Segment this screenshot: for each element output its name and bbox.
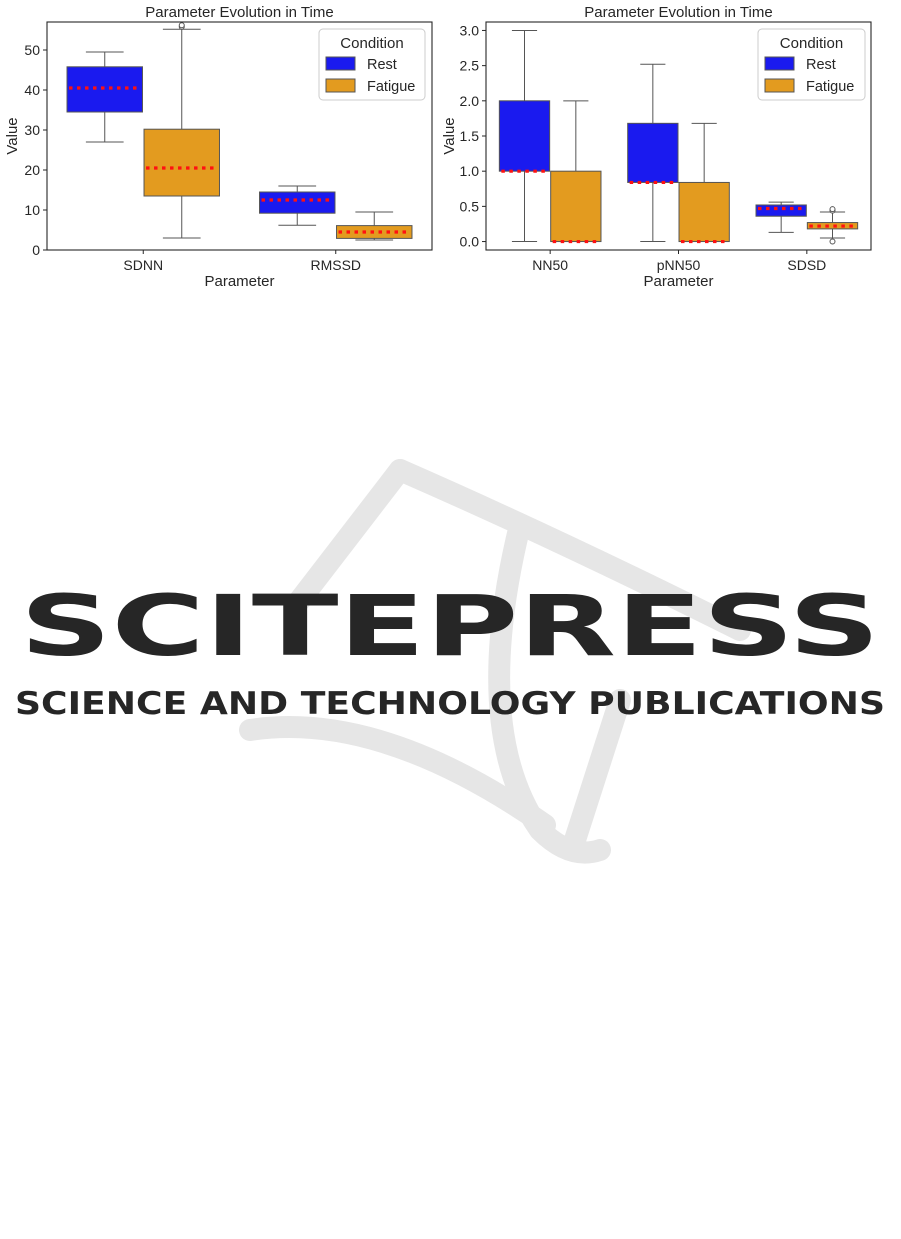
x-tick-label: SDSD <box>787 257 826 273</box>
legend-label-fatigue: Fatigue <box>367 79 415 95</box>
y-tick-label: 10 <box>24 202 40 218</box>
chart-title: Parameter Evolution in Time <box>145 4 333 21</box>
y-tick-label: 20 <box>24 162 40 178</box>
book-outline-icon <box>239 459 751 864</box>
x-tick-label: SDNN <box>123 257 163 273</box>
y-tick-label: 1.0 <box>460 163 480 179</box>
box-fatigue-nn50 <box>550 100 602 244</box>
x-axis-label: Parameter <box>643 273 713 290</box>
box-fatigue-sdsd <box>806 206 859 245</box>
y-tick-label: 0.5 <box>460 198 480 214</box>
y-tick-label: 50 <box>24 42 40 58</box>
publisher-watermark: SCITEPRESS SCIENCE AND TECHNOLOGY PUBLIC… <box>15 459 885 864</box>
y-tick-label: 3.0 <box>460 22 480 38</box>
legend-title: Condition <box>340 35 403 52</box>
plot-frame <box>485 21 872 251</box>
legend-swatch-fatigue <box>325 78 356 93</box>
plot-frame <box>46 21 433 251</box>
box-body <box>336 225 413 239</box>
box-fatigue-rmssd <box>336 211 413 241</box>
outlier-point <box>829 206 836 213</box>
y-tick-label: 30 <box>24 122 40 138</box>
x-axis-label: Parameter <box>204 273 274 290</box>
box-fatigue-sdnn <box>143 22 220 239</box>
y-tick-label: 0 <box>32 242 40 258</box>
box-rest-sdnn <box>66 51 143 143</box>
legend-label-rest: Rest <box>367 57 397 73</box>
y-tick-label: 2.0 <box>460 93 480 109</box>
box-body <box>627 122 679 183</box>
box-rest-sdsd <box>755 201 807 233</box>
x-tick-label: RMSSD <box>310 257 361 273</box>
legend-swatch-rest <box>764 56 795 71</box>
y-tick-label: 1.5 <box>460 128 480 144</box>
chart-1: Parameter Evolution in Time 0 10 20 30 40 50 Va… <box>4 4 433 290</box>
legend-label-rest: Rest <box>806 57 836 73</box>
watermark-title: SCITEPRESS <box>20 577 880 675</box>
box-fatigue-pnn50 <box>678 122 730 244</box>
x-tick-label: pNN50 <box>657 257 701 273</box>
y-axis-label: Value <box>4 117 21 154</box>
box-rest-pnn50 <box>627 63 679 243</box>
box-rest-nn50 <box>498 29 551 243</box>
legend-label-fatigue: Fatigue <box>806 79 854 95</box>
box-body <box>259 191 336 214</box>
box-body <box>498 100 551 172</box>
box-body <box>755 204 807 217</box>
chart-title: Parameter Evolution in Time <box>584 4 772 21</box>
legend: Condition Rest Fatigue <box>757 28 866 101</box>
legend-swatch-fatigue <box>764 78 795 93</box>
legend-title: Condition <box>780 35 843 52</box>
y-tick-label: 2.5 <box>460 58 480 74</box>
box-body <box>678 181 730 243</box>
outlier-point <box>178 22 185 29</box>
box-body <box>550 170 602 243</box>
y-axis-label: Value <box>441 117 458 154</box>
legend: Condition Rest Fatigue <box>318 28 426 101</box>
box-body <box>806 222 859 230</box>
box-body <box>143 128 220 197</box>
y-tick-label: 40 <box>24 82 40 98</box>
box-plot-figure: Parameter Evolution in Time 0 10 20 30 40 50 Va… <box>4 4 872 290</box>
chart-2: Parameter Evolution in Time 0.0 0.5 1.0 1.5 2… <box>441 4 872 290</box>
x-tick-label: NN50 <box>532 257 568 273</box>
legend-swatch-rest <box>325 56 356 71</box>
box-rest-rmssd <box>259 185 336 226</box>
y-tick-label: 0.0 <box>460 234 480 250</box>
watermark-subtitle: SCIENCE AND TECHNOLOGY PUBLICATIONS <box>15 686 885 722</box>
outlier-point <box>829 238 836 245</box>
